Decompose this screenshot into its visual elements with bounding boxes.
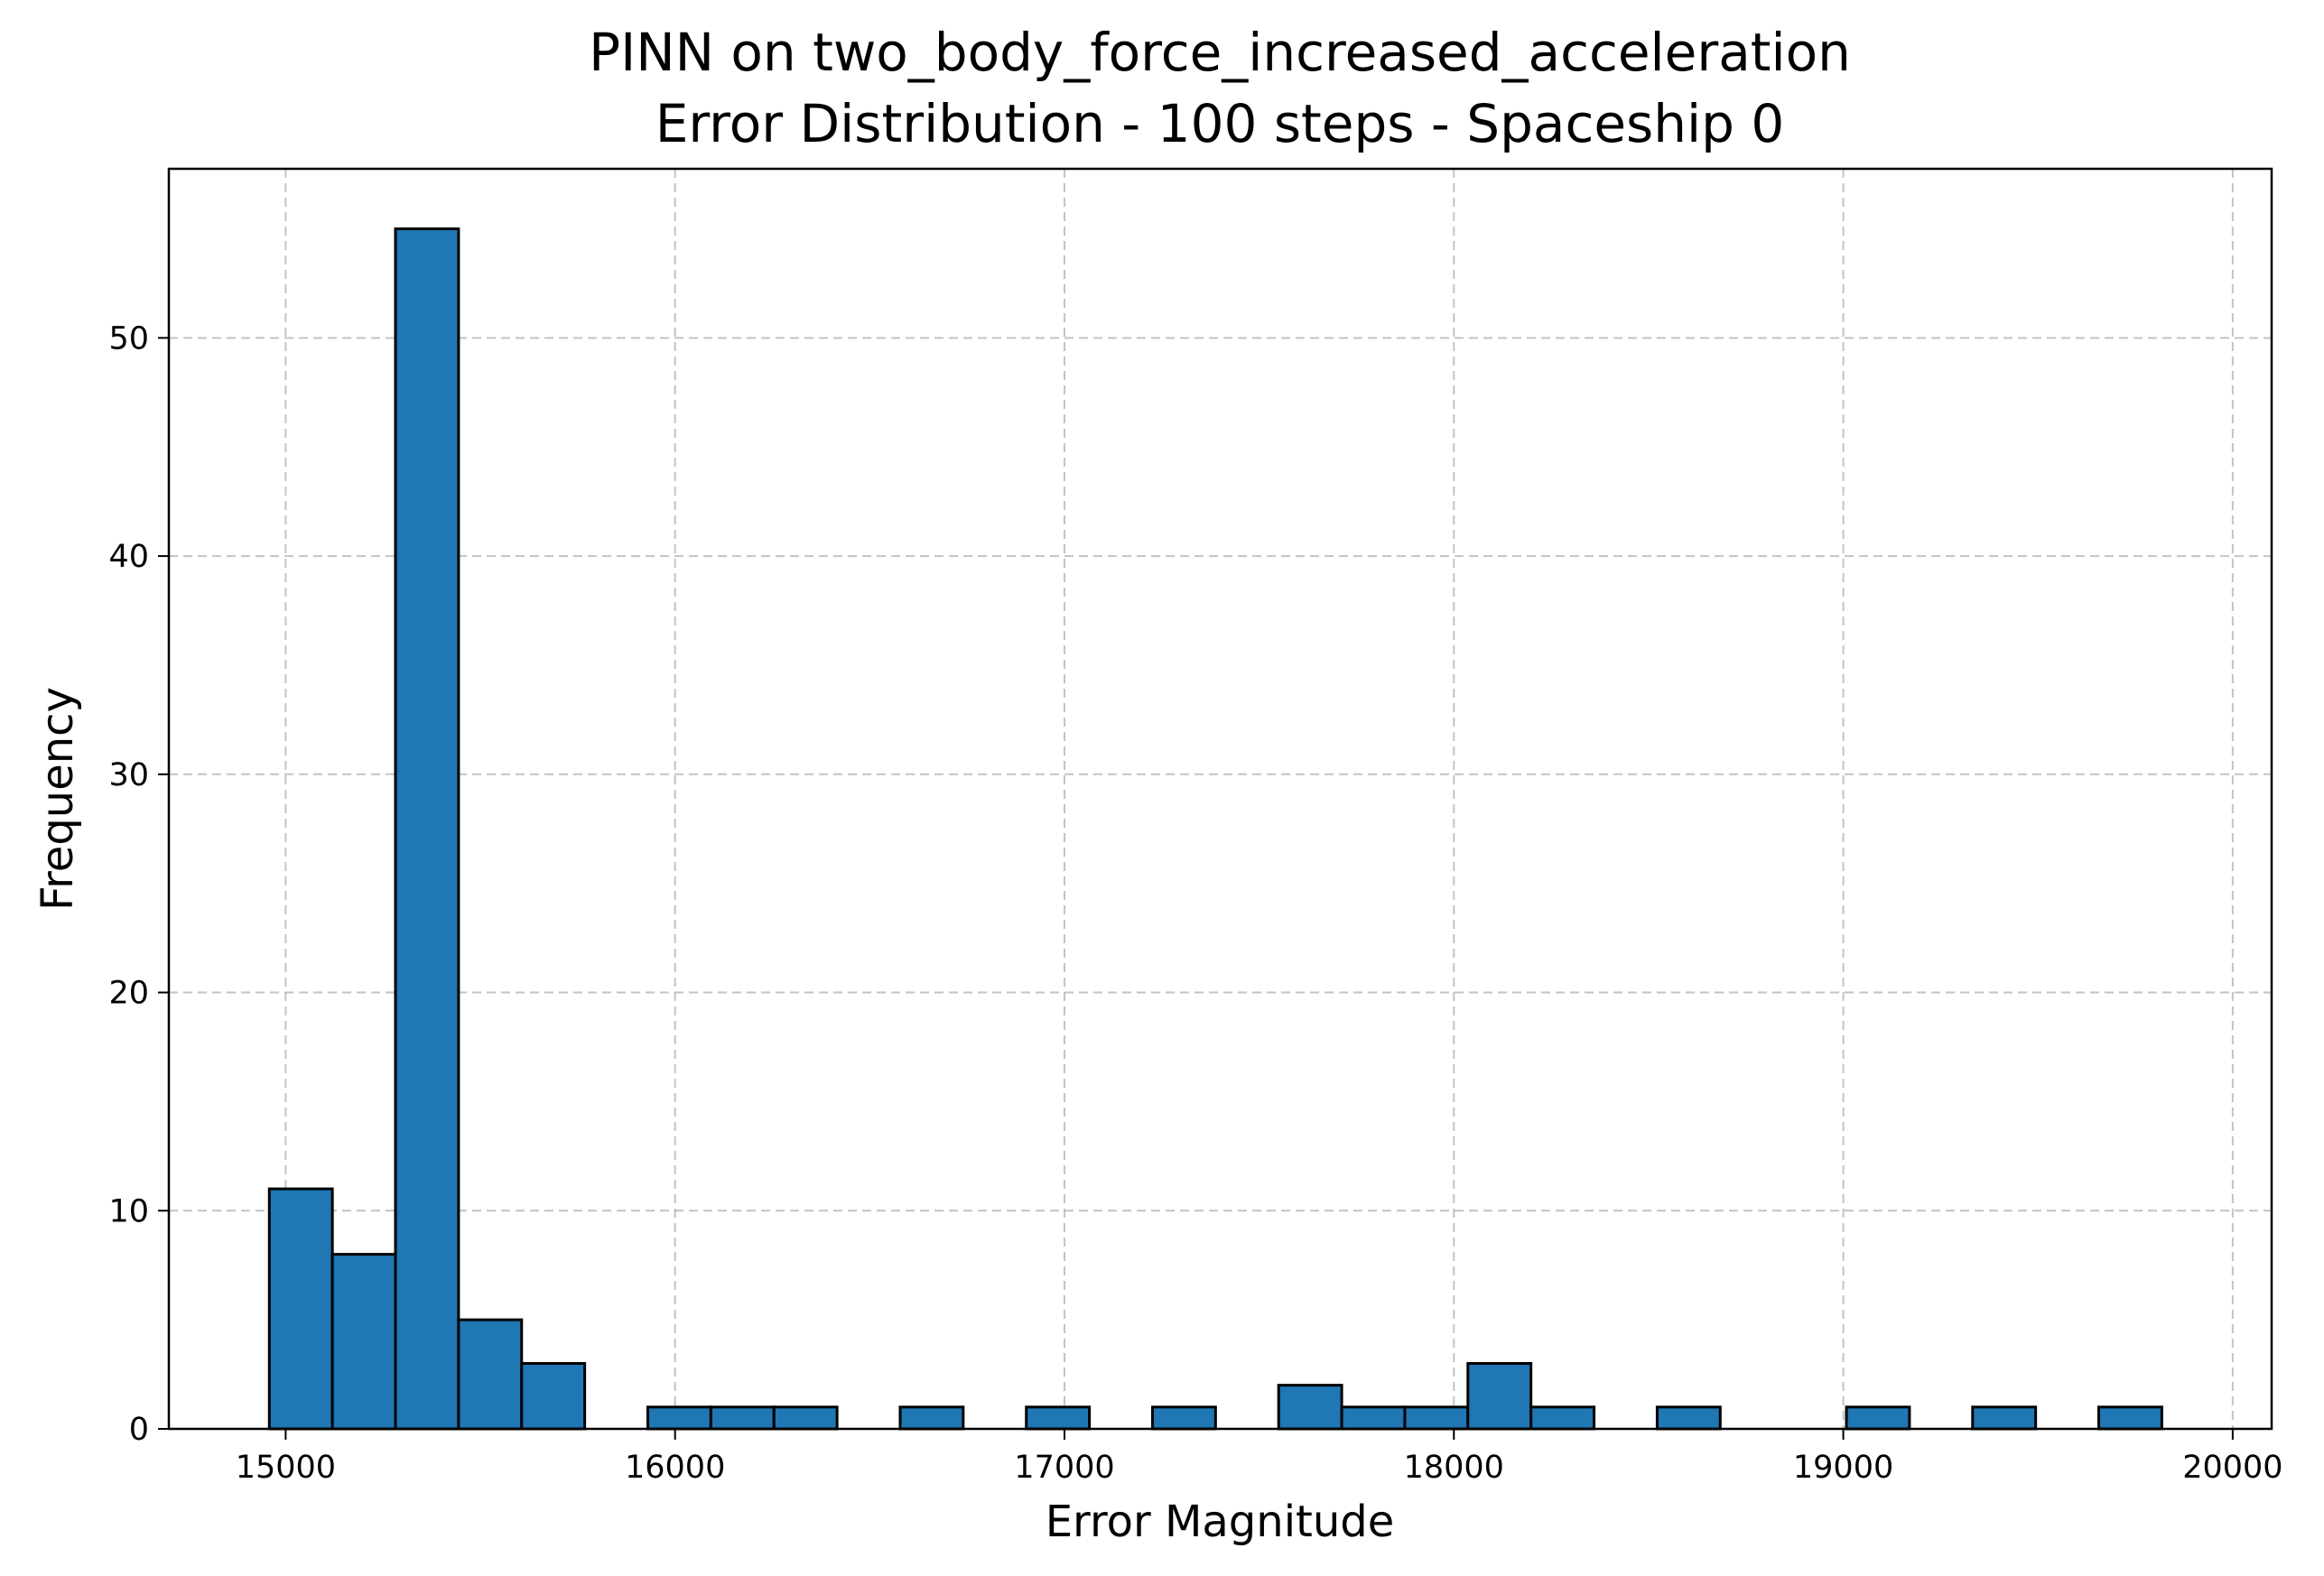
x-axis-label: Error Magnitude bbox=[1046, 1497, 1395, 1547]
histogram-bar bbox=[772, 1405, 839, 1431]
chart-title: PINN on two_body_force_increased_acceler… bbox=[589, 22, 1851, 83]
histogram-bar bbox=[1971, 1405, 2038, 1431]
histogram-bar bbox=[1466, 1361, 1533, 1431]
y-tick-label: 30 bbox=[108, 757, 149, 793]
histogram-bar bbox=[394, 227, 460, 1431]
histogram-bar bbox=[1845, 1405, 1911, 1431]
histogram-bar bbox=[898, 1405, 965, 1431]
histogram-bar bbox=[1277, 1384, 1343, 1431]
histogram-bar bbox=[2097, 1405, 2163, 1431]
x-tick-label: 17000 bbox=[1014, 1450, 1114, 1486]
x-tick-label: 19000 bbox=[1793, 1450, 1893, 1486]
y-axis-ticks: 0 10 20 30 40 50 bbox=[108, 320, 169, 1448]
histogram-bar bbox=[1403, 1405, 1470, 1431]
histogram-bar bbox=[1025, 1405, 1092, 1431]
plot-frame bbox=[167, 167, 2273, 1431]
histogram-bar bbox=[1340, 1405, 1407, 1431]
histogram-bar bbox=[457, 1318, 524, 1431]
bars bbox=[267, 227, 2163, 1431]
x-tick-label: 16000 bbox=[625, 1450, 725, 1486]
y-axis-label: Frequency bbox=[33, 687, 83, 911]
x-tick-label: 15000 bbox=[236, 1450, 336, 1486]
y-tick-label: 10 bbox=[108, 1193, 149, 1229]
histogram-bar bbox=[646, 1405, 712, 1431]
grid bbox=[169, 169, 2272, 1430]
histogram-bar bbox=[1150, 1405, 1217, 1431]
histogram-bar bbox=[267, 1187, 334, 1431]
y-tick-label: 20 bbox=[108, 976, 149, 1012]
histogram-bar bbox=[330, 1253, 397, 1431]
y-tick-label: 50 bbox=[108, 320, 149, 357]
chart-subtitle: Error Distribution - 100 steps - Spacesh… bbox=[655, 93, 1785, 154]
x-tick-label: 20000 bbox=[2182, 1450, 2282, 1486]
y-tick-label: 40 bbox=[108, 539, 149, 575]
histogram-bar bbox=[709, 1405, 776, 1431]
x-axis-ticks: 15000 16000 17000 18000 19000 20000 bbox=[236, 1429, 2283, 1486]
histogram-bar bbox=[1529, 1405, 1596, 1431]
histogram-bar bbox=[1655, 1405, 1722, 1431]
histogram-bar bbox=[520, 1361, 587, 1431]
x-tick-label: 18000 bbox=[1404, 1450, 1504, 1486]
y-tick-label: 0 bbox=[129, 1412, 149, 1448]
